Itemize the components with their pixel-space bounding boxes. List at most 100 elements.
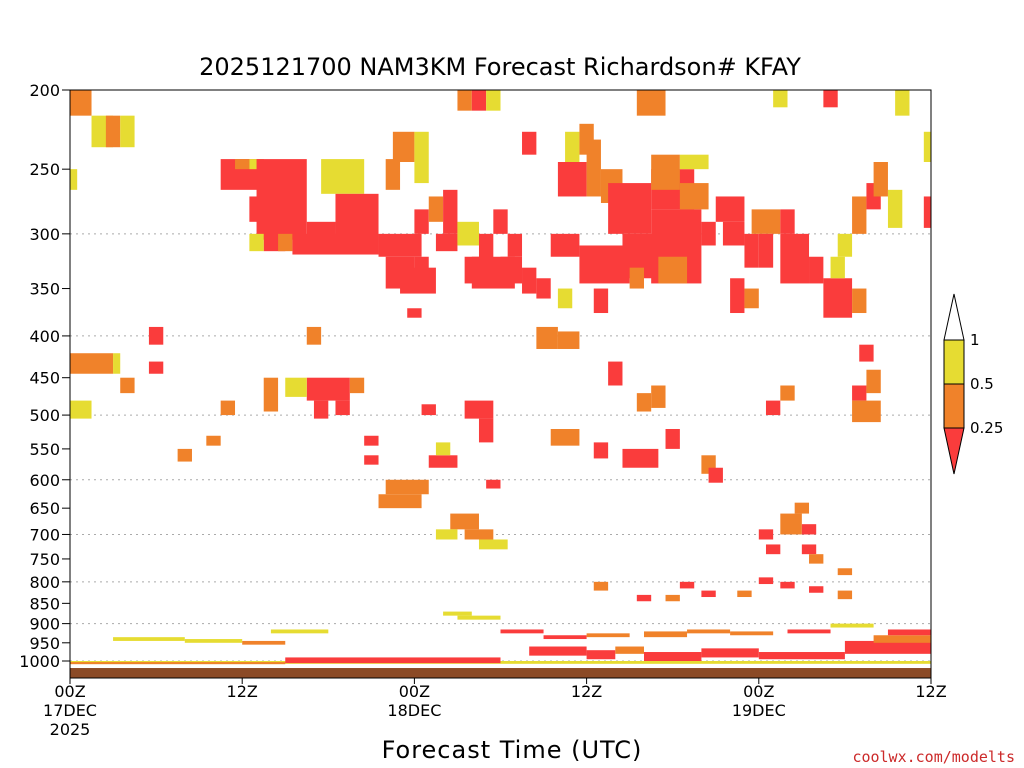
heatmap-cell: [665, 428, 680, 449]
heatmap-cell: [923, 131, 931, 162]
heatmap-cell: [500, 256, 523, 284]
heatmap-cell: [105, 115, 121, 148]
heatmap-cell: [722, 221, 745, 246]
heatmap-cell: [536, 326, 558, 349]
heatmap-cell: [557, 288, 573, 309]
heatmap-cell: [823, 90, 838, 108]
heatmap-cell: [651, 154, 680, 190]
heatmap-cell: [435, 442, 451, 456]
legend-bottom-arrow: [943, 427, 965, 475]
heatmap-cell: [120, 377, 135, 394]
legend-bin-orange: [943, 383, 965, 429]
heatmap-cell: [113, 353, 121, 374]
y-tick-label: 1000: [19, 652, 60, 671]
y-tick-label: 400: [29, 327, 60, 346]
heatmap-cell: [148, 326, 164, 345]
heatmap-cell: [349, 377, 365, 394]
heatmap-cell: [608, 361, 623, 386]
heatmap-cell: [414, 209, 429, 234]
heatmap-cell: [866, 369, 881, 394]
heatmap-cell: [593, 288, 609, 314]
heatmap-cell: [852, 196, 867, 234]
heatmap-cell: [744, 288, 759, 309]
heatmap-cell: [522, 267, 537, 294]
heatmap-cell: [665, 594, 680, 602]
heatmap-cell: [809, 554, 824, 564]
heatmap-cell: [486, 479, 501, 489]
heatmap-cell: [435, 233, 458, 252]
y-axis: 200 250 300 350 400 450 500 550 600 650 700 750 800 8…: [19, 81, 70, 671]
heatmap-cell: [70, 662, 286, 665]
y-tick-label: 300: [29, 225, 60, 244]
heatmap-cell: [586, 633, 630, 638]
heatmap-cell: [701, 590, 716, 598]
heatmap-cell: [335, 400, 350, 416]
heatmap-cell: [435, 529, 458, 540]
heatmap-cell: [285, 657, 501, 664]
legend-bin-yellow: [943, 339, 965, 385]
heatmap-cell: [730, 631, 774, 636]
credit-text: coolwx.com/modelts: [852, 748, 1015, 766]
surface-band: [70, 668, 931, 678]
legend-label-1: 1: [970, 331, 980, 349]
legend-label-0-5: 0.5: [970, 375, 994, 393]
heatmap-cell: [758, 233, 774, 268]
heatmap-cell: [780, 385, 795, 401]
heatmap-cell: [249, 196, 264, 222]
heatmap-cell: [895, 90, 910, 116]
heatmap-cell: [636, 90, 666, 116]
heatmap-cell: [701, 221, 716, 246]
heatmap-cell: [923, 196, 931, 228]
heatmap-cell: [457, 615, 501, 620]
y-tick-label: 700: [29, 525, 60, 544]
heatmap-cell: [830, 623, 874, 628]
heatmap-cell: [758, 529, 774, 540]
heatmap-cell: [249, 233, 264, 252]
heatmap-cell: [644, 631, 688, 638]
heatmap-cell: [887, 189, 903, 228]
x-axis-title: Forecast Time (UTC): [382, 736, 643, 764]
heatmap-cell: [313, 400, 329, 419]
heatmap-cell: [364, 455, 379, 465]
y-tick-label: 550: [29, 440, 60, 459]
heatmap-cell: [536, 278, 551, 299]
heatmap-cell: [335, 193, 379, 240]
heatmap-cell: [414, 131, 429, 162]
heatmap-cell: [737, 590, 752, 598]
heatmap-cell: [837, 233, 853, 257]
heatmap-cell: [887, 629, 931, 636]
heatmap-cell: [622, 448, 659, 468]
heatmap-cell: [852, 400, 881, 423]
heatmap-cell: [421, 404, 436, 416]
heatmap-cell: [500, 629, 544, 634]
heatmap-cell: [471, 90, 487, 111]
heatmap-cell: [478, 418, 494, 443]
heatmap-cell: [852, 385, 867, 401]
y-tick-label: 200: [29, 81, 60, 100]
heatmap-cell: [809, 586, 824, 593]
heatmap-cell: [206, 435, 221, 446]
heatmap-cell: [529, 646, 587, 656]
heatmap-cell: [837, 590, 853, 600]
y-tick-label: 500: [29, 406, 60, 425]
heatmap-cell: [220, 400, 236, 416]
heatmap-cell: [486, 90, 501, 111]
heatmap-cell: [306, 326, 322, 345]
heatmap-cell: [464, 400, 494, 419]
heatmap-cell: [522, 131, 537, 155]
heatmap-cell: [285, 377, 307, 397]
heatmap-cell: [651, 385, 666, 408]
heatmap-cells: [70, 90, 931, 665]
heatmap-cell: [565, 131, 580, 162]
heatmap-cell: [679, 581, 695, 589]
heatmap-cell: [321, 159, 365, 194]
heatmap-cell: [464, 529, 494, 540]
heatmap-cell: [801, 544, 817, 555]
heatmap-cell: [873, 635, 931, 643]
heatmap-cell: [270, 629, 329, 634]
x-tick-label: 2025: [50, 720, 91, 739]
heatmap-cell: [636, 594, 652, 602]
heatmap-cell: [801, 524, 817, 535]
heatmap-cell: [392, 131, 415, 162]
